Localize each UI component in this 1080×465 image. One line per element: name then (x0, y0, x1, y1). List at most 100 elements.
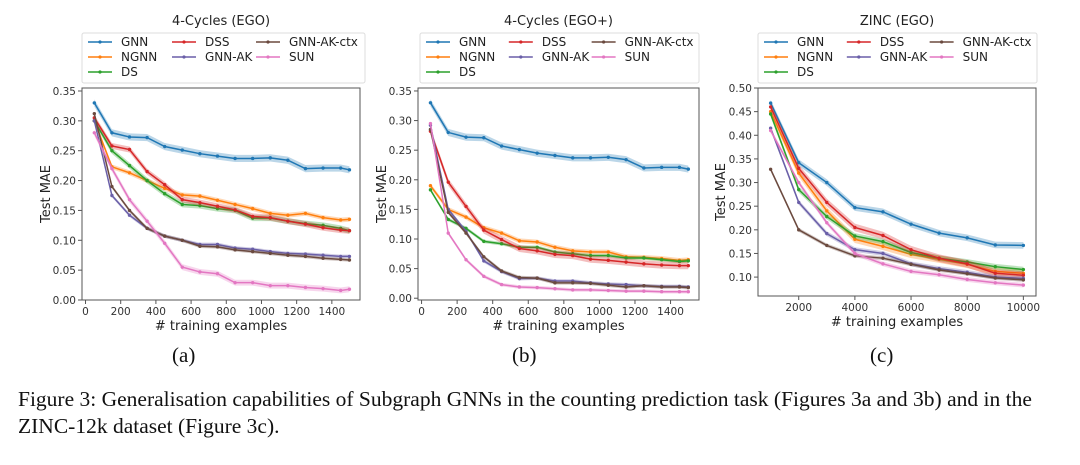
data-point (250, 206, 255, 211)
confidence-band (430, 183, 689, 263)
x-tick-label: 200 (111, 306, 131, 318)
y-tick-label: 0.30 (389, 116, 412, 128)
data-point (588, 156, 593, 160)
data-point (198, 244, 202, 248)
legend-marker (940, 55, 944, 59)
data-point (535, 285, 539, 290)
legend-entry-ds: DS (764, 65, 814, 79)
y-tick-label: 0.25 (53, 146, 76, 158)
data-point (606, 253, 610, 258)
data-point (215, 272, 220, 276)
series-line (769, 106, 1024, 276)
data-point (553, 287, 557, 291)
legend-entry-gnn-ak: GNN-AK (846, 50, 929, 64)
data-point (145, 135, 149, 140)
data-point (268, 215, 272, 220)
data-point (127, 163, 132, 168)
series-dss (92, 114, 352, 234)
data-point (825, 180, 829, 185)
data-point (482, 136, 486, 140)
confidence-band (770, 107, 1024, 278)
legend-entry-gnn-ak-ctx: GNN-AK-ctx (929, 35, 1032, 49)
data-point (553, 250, 557, 254)
data-point (825, 200, 829, 205)
series-dss (428, 127, 691, 270)
series-line (429, 189, 689, 263)
data-point (686, 290, 691, 294)
data-point (517, 275, 522, 280)
data-point (642, 284, 646, 288)
subfigure-label-a: (a) (172, 343, 196, 367)
x-tick-label: 400 (146, 306, 166, 318)
subfigure-label-b: (b) (512, 343, 537, 367)
data-point (535, 245, 539, 249)
data-point (588, 257, 593, 261)
x-tick-label: 8000 (954, 302, 981, 314)
y-tick-label: 0.15 (729, 248, 752, 260)
data-point (659, 290, 664, 294)
data-point (659, 165, 664, 170)
confidence-band (94, 117, 350, 234)
data-point (937, 231, 941, 235)
series-line (429, 185, 689, 262)
y-tick-label: 0.10 (729, 272, 752, 284)
data-point (853, 205, 857, 210)
x-tick-label: 6000 (898, 302, 925, 314)
subfigure-label-c: (c) (870, 343, 894, 367)
data-point (571, 156, 575, 160)
data-point (303, 211, 308, 216)
series-line (429, 129, 689, 289)
y-tick-label: 0.40 (729, 130, 752, 142)
confidence-band (94, 114, 350, 234)
legend-label: NGNN (459, 50, 495, 64)
series-line (93, 113, 350, 261)
data-point (215, 242, 220, 247)
data-point (464, 135, 468, 139)
data-point (965, 262, 969, 266)
data-point (659, 285, 664, 289)
plot-frame (81, 87, 361, 301)
data-point (571, 253, 575, 258)
legend-marker (602, 55, 606, 59)
data-point (338, 218, 343, 222)
data-point (624, 260, 628, 264)
data-point (180, 148, 184, 152)
data-point (446, 231, 450, 235)
data-point (347, 258, 352, 262)
y-tick-label: 0.35 (389, 86, 412, 98)
legend-entry-gnn-ak-ctx: GNN-AK-ctx (591, 35, 694, 49)
chart-title: 4-Cycles (EGO) (172, 14, 270, 29)
data-point (162, 144, 167, 149)
legend-entry-gnn: GNN (426, 35, 486, 49)
series-dss (768, 103, 1026, 279)
series-line (93, 102, 350, 171)
legend-box (81, 32, 366, 84)
legend-entry-dss: DSS (846, 35, 904, 49)
data-point (215, 198, 220, 202)
data-point (553, 153, 557, 158)
legend-label: NGNN (797, 50, 833, 64)
legend-marker (436, 40, 440, 44)
data-point (482, 255, 486, 259)
legend-label: GNN-AK (880, 50, 929, 64)
series-line (93, 120, 350, 258)
data-point (1021, 267, 1026, 272)
legend-marker (266, 40, 270, 44)
data-point (321, 166, 325, 170)
x-tick-label: 200 (447, 306, 467, 318)
data-point (588, 288, 593, 292)
data-point (198, 270, 202, 274)
y-tick-label: 0.10 (389, 234, 412, 246)
data-point (347, 229, 352, 233)
legend-box (757, 32, 1038, 84)
legend-label: DS (459, 65, 476, 79)
x-tick-label: 4000 (842, 302, 869, 314)
data-point (338, 254, 343, 259)
data-point (965, 272, 969, 276)
data-point (110, 149, 114, 153)
data-point (198, 194, 202, 198)
data-point (853, 251, 857, 256)
data-point (606, 250, 610, 254)
data-point (180, 265, 184, 269)
legend-marker (266, 55, 270, 59)
